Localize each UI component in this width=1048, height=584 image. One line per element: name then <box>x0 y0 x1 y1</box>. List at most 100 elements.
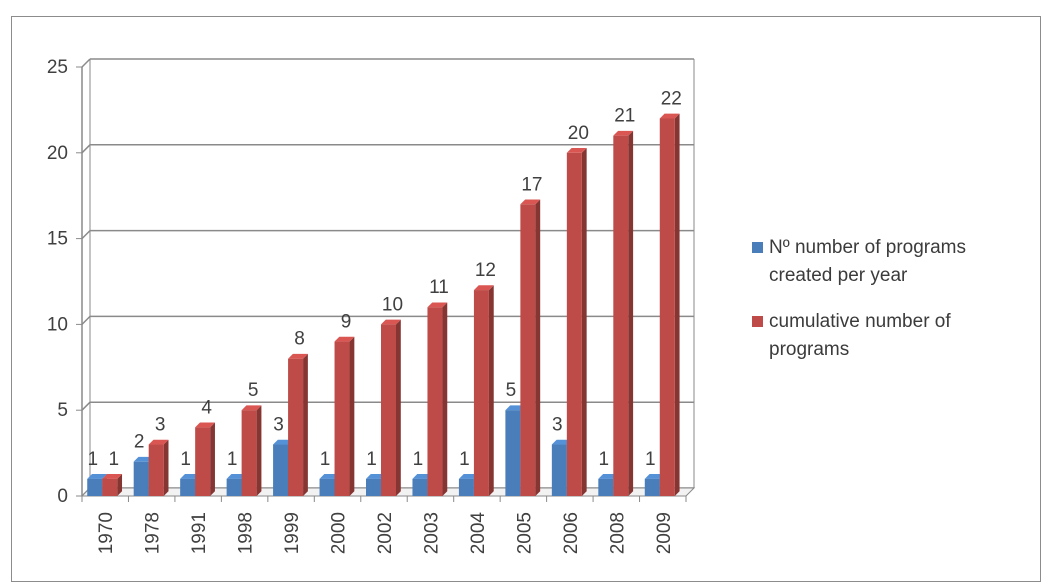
x-tick-label: 2005 <box>514 512 535 554</box>
bar-top-cumulative <box>613 130 634 136</box>
y-tick-label: 10 <box>47 314 68 335</box>
data-label-cumulative: 4 <box>201 397 212 418</box>
bar-top-per-year <box>133 456 154 462</box>
bar-cumulative <box>613 135 629 496</box>
bar-top-cumulative <box>520 199 541 205</box>
x-tick-label: 2003 <box>421 512 442 554</box>
bar-top-cumulative <box>148 439 169 445</box>
bar-top-per-year <box>366 474 386 479</box>
bar-top-cumulative <box>241 405 262 411</box>
bar-top-per-year <box>319 474 340 479</box>
data-label-per-year: 3 <box>552 415 563 436</box>
data-label-cumulative: 12 <box>475 260 496 281</box>
bar-per-year <box>644 478 660 496</box>
bar-cumulative <box>566 152 582 497</box>
data-label-cumulative: 8 <box>294 329 305 350</box>
x-tick-label: 1970 <box>96 512 117 554</box>
data-label-per-year: 1 <box>599 449 610 470</box>
bar-side-cumulative <box>442 302 448 496</box>
bar-side-cumulative <box>674 113 680 497</box>
legend-label-per-year: Nº number of programs created per year <box>769 234 966 290</box>
bar-per-year <box>505 410 521 496</box>
bar-side-cumulative <box>256 405 262 496</box>
bar-top-per-year <box>644 474 665 479</box>
bar-cumulative <box>381 324 396 496</box>
data-label-per-year: 1 <box>180 449 191 470</box>
data-label-per-year: 1 <box>227 449 238 470</box>
bar-top-cumulative <box>102 474 123 479</box>
data-label-cumulative: 10 <box>382 294 403 315</box>
bar-top-per-year <box>226 474 247 479</box>
bar-top-cumulative <box>288 353 308 359</box>
data-label-per-year: 1 <box>320 449 331 470</box>
data-label-cumulative: 22 <box>661 88 682 109</box>
bar-top-cumulative <box>334 336 355 342</box>
data-label-per-year: 2 <box>134 432 145 453</box>
x-tick-label: 1978 <box>143 512 164 554</box>
bar-side-cumulative <box>210 422 215 496</box>
data-label-cumulative: 11 <box>429 277 449 298</box>
legend-item-cumulative: cumulative number of programs <box>752 308 1042 364</box>
legend-label-per-year-line1: Nº number of programs <box>769 237 967 258</box>
bar-side-cumulative <box>163 439 169 496</box>
bar-top-per-year <box>458 474 479 479</box>
bar-top-per-year <box>87 474 108 479</box>
data-label-per-year: 1 <box>366 449 377 470</box>
x-tick-label: 1998 <box>236 512 257 554</box>
x-tick-label: 2009 <box>654 512 675 554</box>
bar-per-year <box>366 478 381 496</box>
bar-side-cumulative <box>303 353 308 496</box>
legend-swatch-per-year <box>752 242 763 253</box>
bar-per-year <box>412 478 428 496</box>
bar-top-cumulative <box>195 422 215 428</box>
bar-per-year <box>273 444 289 496</box>
data-label-per-year: 3 <box>273 415 284 436</box>
bar-per-year <box>551 444 567 496</box>
bar-per-year <box>226 478 242 496</box>
data-label-per-year: 1 <box>459 449 470 470</box>
bar-per-year <box>598 478 614 496</box>
bar-cumulative <box>659 118 675 496</box>
x-tick-label: 1991 <box>189 512 210 554</box>
chart-legend: Nº number of programs created per year c… <box>752 234 1042 382</box>
bar-cumulative <box>288 358 304 496</box>
data-label-per-year: 1 <box>413 449 424 470</box>
bar-top-per-year <box>180 474 200 479</box>
side-gridline <box>81 230 91 240</box>
bar-side-cumulative <box>117 474 123 496</box>
data-label-per-year: 1 <box>87 449 98 470</box>
data-label-cumulative: 20 <box>568 123 589 144</box>
bar-cumulative <box>102 478 118 496</box>
legend-item-per-year: Nº number of programs created per year <box>752 234 1042 290</box>
bar-per-year <box>458 478 474 496</box>
side-gridline <box>81 58 91 68</box>
bar-per-year <box>133 461 149 496</box>
bar-top-per-year <box>273 439 293 445</box>
data-label-cumulative: 21 <box>614 106 635 127</box>
x-tick-label: 2004 <box>468 512 489 555</box>
legend-label-cumulative: cumulative number of programs <box>769 308 951 364</box>
bar-per-year <box>87 478 103 496</box>
bar-cumulative <box>241 410 257 496</box>
bar-cumulative <box>473 290 489 496</box>
bar-cumulative <box>195 427 211 496</box>
bar-per-year <box>319 478 335 496</box>
data-label-cumulative: 9 <box>341 312 352 333</box>
bar-cumulative <box>520 204 536 496</box>
x-tick-label: 2000 <box>329 512 350 554</box>
legend-label-cumulative-line1: cumulative number of <box>769 311 951 332</box>
x-tick-label: 2006 <box>561 512 582 554</box>
x-tick-label: 2002 <box>375 512 396 554</box>
bar-top-cumulative <box>381 319 401 325</box>
bar-top-cumulative <box>659 113 680 119</box>
bar-side-cumulative <box>349 336 355 496</box>
side-gridline <box>81 315 91 325</box>
bar-side-cumulative <box>488 285 494 496</box>
data-label-cumulative: 5 <box>248 380 259 401</box>
bar-per-year <box>180 478 196 496</box>
y-tick-label: 0 <box>57 486 68 507</box>
x-tick-label: 1999 <box>282 512 303 554</box>
bar-top-per-year <box>505 405 526 411</box>
bar-top-cumulative <box>566 148 587 153</box>
